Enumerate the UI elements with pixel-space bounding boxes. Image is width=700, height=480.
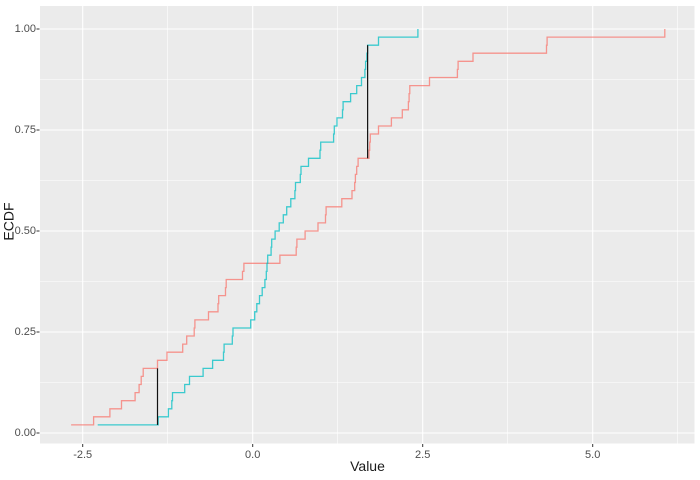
y-axis-tick-label: 1.00 <box>14 23 36 35</box>
x-axis-tick-label: 0.0 <box>245 449 261 461</box>
y-axis-tick-label: 0.50 <box>14 225 36 237</box>
ecdf-curve-sample-red <box>71 29 666 426</box>
y-axis-title: ECDF <box>0 202 17 241</box>
y-axis-tick-label: 0.25 <box>14 326 36 338</box>
x-axis-tick-label: 2.5 <box>415 449 431 461</box>
x-axis-title: Value <box>350 458 385 474</box>
x-axis-tick-label: 5.0 <box>585 449 601 461</box>
y-axis-tick-label: 0.75 <box>14 124 36 136</box>
x-axis-tick-label: -2.5 <box>73 449 93 461</box>
ecdf-curve-sample-cyan <box>97 29 419 426</box>
y-axis-tick-label: 0.00 <box>14 427 36 439</box>
